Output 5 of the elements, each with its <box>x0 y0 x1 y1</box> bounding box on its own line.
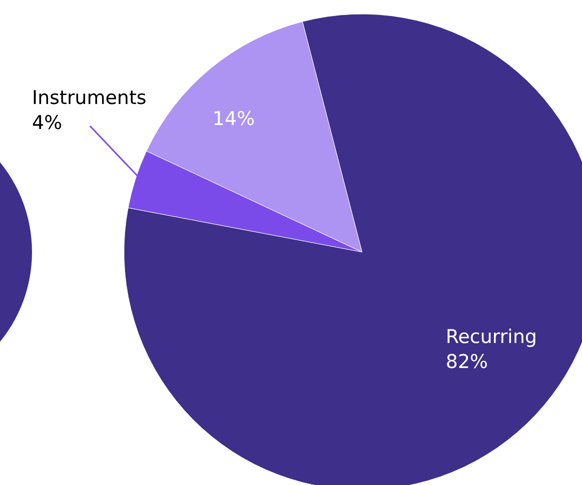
data-label: 14% <box>212 108 255 130</box>
data-label: 82% <box>446 350 488 373</box>
data-label: 4% <box>32 112 62 134</box>
slice-label: Recurring <box>446 326 537 348</box>
slice-label: Instruments <box>32 87 146 109</box>
